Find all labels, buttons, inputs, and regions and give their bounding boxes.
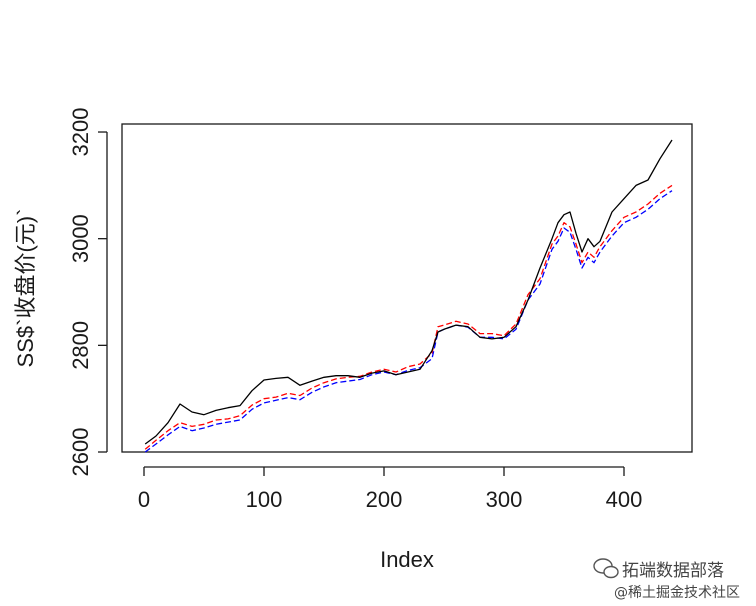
y-axis-title: SS$`收盘价(元)` [13,209,38,368]
x-tick-label: 100 [246,487,283,512]
wechat-icon [593,558,619,579]
x-tick-label: 300 [486,487,523,512]
series-group [144,139,673,453]
series-line-2 [144,190,673,453]
watermark: 拓端数据部落 @稀土掘金技术社区 [593,558,740,601]
y-tick-label: 2600 [68,428,93,477]
y-tick-label: 2800 [68,321,93,370]
x-tick-label: 400 [606,487,643,512]
plot-frame [121,123,693,453]
watermark-line2: @稀土掘金技术社区 [614,585,740,601]
x-axis: 0 100 200 300 400 [138,466,643,512]
y-tick-label: 3000 [68,214,93,263]
y-axis: 2600 2800 3000 3200 [68,108,108,477]
watermark-line1: 拓端数据部落 [622,561,724,581]
y-tick-label: 3200 [68,108,93,157]
series-line-1 [144,184,673,450]
x-tick-label: 0 [138,487,150,512]
series-line-0 [144,139,673,445]
x-tick-label: 200 [366,487,403,512]
x-axis-title: Index [380,547,434,572]
